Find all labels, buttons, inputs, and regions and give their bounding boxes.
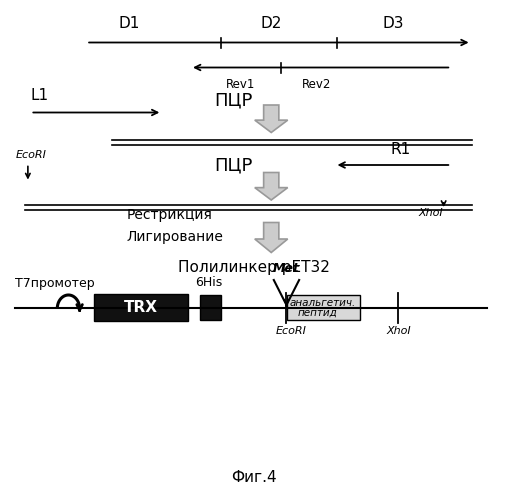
Bar [94, 294, 188, 321]
Text: Rev1: Rev1 [226, 78, 256, 90]
Text: D3: D3 [382, 16, 404, 32]
Text: D1: D1 [119, 16, 140, 32]
Text: Рестрикция: Рестрикция [127, 208, 212, 222]
Text: Rev2: Rev2 [302, 78, 332, 90]
Text: Met: Met [273, 262, 300, 275]
Text: EcoRI: EcoRI [15, 150, 46, 160]
Text: L1: L1 [30, 88, 49, 102]
Bar [287, 295, 360, 320]
Text: Т7промотер: Т7промотер [15, 277, 95, 290]
Bar [200, 295, 221, 320]
Text: Полилинкер рЕТ32: Полилинкер рЕТ32 [177, 260, 330, 275]
Text: Лигирование: Лигирование [127, 230, 224, 244]
Text: анальгетич.: анальгетич. [290, 298, 356, 308]
Text: TRX: TRX [124, 300, 158, 315]
Polygon shape [255, 222, 288, 252]
Polygon shape [255, 172, 288, 200]
Text: пептид: пептид [298, 308, 337, 318]
Text: XhoI: XhoI [418, 208, 443, 218]
Text: 6His: 6His [195, 276, 223, 289]
Text: D2: D2 [261, 16, 282, 32]
Text: EcoRI: EcoRI [275, 326, 306, 336]
Polygon shape [255, 105, 288, 132]
Text: XhoI: XhoI [386, 326, 411, 336]
Text: ПЦР: ПЦР [214, 156, 252, 174]
Text: ПЦР: ПЦР [214, 91, 252, 109]
Text: R1: R1 [390, 142, 411, 156]
Text: Фиг.4: Фиг.4 [231, 470, 276, 485]
